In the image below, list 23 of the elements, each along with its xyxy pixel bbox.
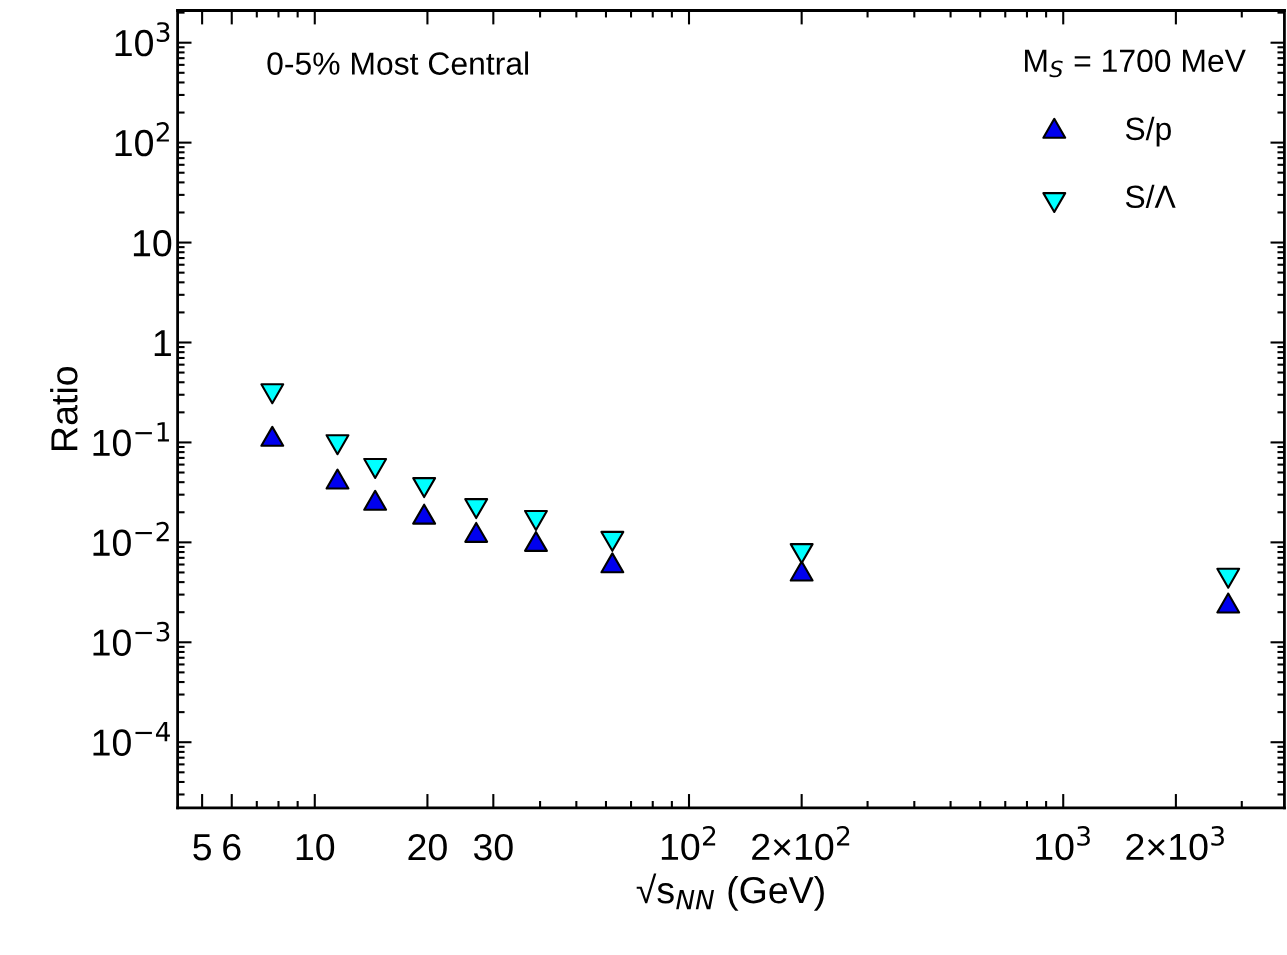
y-tick-label: 1 bbox=[154, 330, 171, 357]
legend-title: M$_{S}$ = 1700 MeV bbox=[1025, 49, 1246, 78]
y-tick-label: 10$^{−4}$ bbox=[93, 722, 170, 756]
legend-label: S/p bbox=[1125, 116, 1171, 147]
y-tick-label: 10$^{−2}$ bbox=[93, 521, 169, 557]
y-axis-title: Ratio bbox=[50, 367, 78, 450]
y-tick-label: 10$^{−1}$ bbox=[93, 422, 169, 457]
x-tick-label: 5 bbox=[193, 834, 211, 861]
legend-label: S/Λ bbox=[1125, 184, 1176, 209]
x-tick-label: 20 bbox=[408, 833, 447, 861]
x-axis-title: √s$_{NN}$ (GeV) bbox=[636, 873, 824, 911]
y-tick-label: 10$^{2}$ bbox=[115, 122, 169, 157]
x-tick-label: 2×10$^{2}$ bbox=[752, 825, 850, 861]
y-tick-label: 10$^{3}$ bbox=[115, 22, 170, 57]
x-tick-label: 10$^{2}$ bbox=[661, 825, 716, 861]
x-tick-label: 10 bbox=[296, 833, 335, 861]
y-tick-label: 10$^{−3}$ bbox=[93, 621, 170, 656]
x-tick-label: 2×10$^{3}$ bbox=[1126, 825, 1224, 861]
x-tick-label: 10$^{3}$ bbox=[1036, 825, 1090, 861]
x-tick-label: 6 bbox=[223, 833, 241, 861]
annotation: 0-5% Most Central bbox=[267, 51, 528, 75]
x-tick-label: 30 bbox=[473, 833, 513, 861]
y-tick-label: 10 bbox=[133, 229, 172, 257]
